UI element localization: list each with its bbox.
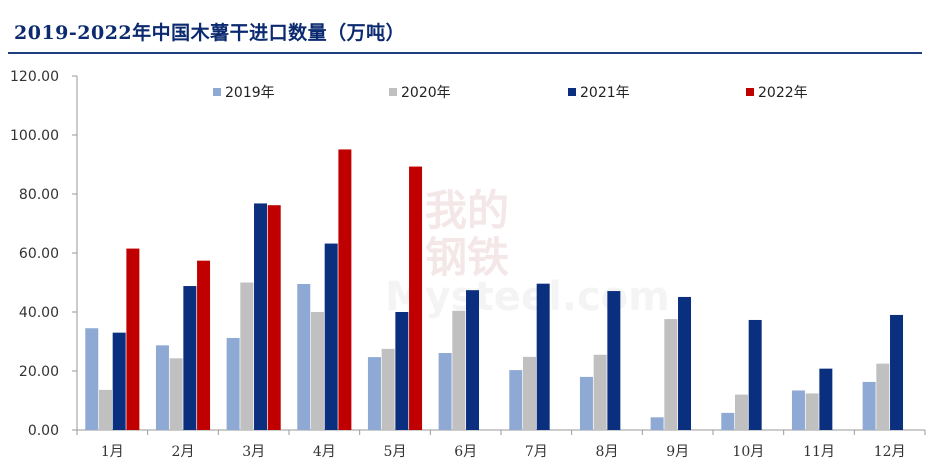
x-tick-label: 6月 <box>454 444 477 460</box>
bar-2021年-9月 <box>678 296 692 430</box>
bar-2020年-4月 <box>310 312 324 430</box>
legend-swatch <box>746 88 754 96</box>
bar-2021年-11月 <box>819 368 833 430</box>
bar-2021年-5月 <box>395 312 409 430</box>
bar-2021年-12月 <box>890 314 904 430</box>
bar-2022年-4月 <box>338 149 352 430</box>
bar-2019年-4月 <box>297 283 311 430</box>
y-tick-label: 40.00 <box>19 305 59 321</box>
bar-2020年-5月 <box>381 348 395 431</box>
y-axis: 0.00 20.00 40.00 60.00 80.00 100.00 120.00 <box>10 69 78 439</box>
bar-2020年-12月 <box>876 363 890 431</box>
bar-2021年-8月 <box>607 291 621 430</box>
chart-title: 2019-2022年中国木薯干进口数量（万吨） <box>14 22 406 44</box>
bar-2019年-3月 <box>226 337 240 430</box>
bar-2019年-9月 <box>650 417 664 430</box>
y-tick-label: 80.00 <box>19 187 59 203</box>
bar-2019年-6月 <box>438 353 452 430</box>
bar-2020年-6月 <box>452 310 466 430</box>
watermark-text-bottom: 钢铁 <box>425 233 509 282</box>
watermark-text-top: 我的 <box>425 186 509 235</box>
legend-label: 2019年 <box>225 85 275 101</box>
legend-label: 2022年 <box>758 85 808 101</box>
bar-2021年-10月 <box>748 319 762 430</box>
y-tick-label: 20.00 <box>19 364 59 380</box>
x-tick-label: 11月 <box>803 444 835 460</box>
bar-2020年-10月 <box>734 394 748 430</box>
bar-2020年-9月 <box>664 319 678 430</box>
watermark-text-en: Mysteel.com <box>385 274 670 320</box>
bar-2019年-7月 <box>509 370 523 430</box>
legend-swatch <box>568 88 576 96</box>
bar-2020年-3月 <box>240 282 254 430</box>
x-tick-label: 8月 <box>596 444 619 460</box>
bar-2019年-10月 <box>721 412 735 430</box>
title-divider <box>8 52 922 54</box>
bar-2021年-4月 <box>324 243 338 430</box>
bar-2021年-3月 <box>254 203 268 430</box>
bar-2022年-5月 <box>409 166 423 430</box>
bar-2019年-12月 <box>862 381 876 430</box>
bar-2020年-1月 <box>98 389 112 430</box>
x-tick-label: 4月 <box>313 444 336 460</box>
x-tick-label: 9月 <box>666 444 689 460</box>
x-tick-label: 1月 <box>101 444 124 460</box>
x-tick-label: 5月 <box>384 444 407 460</box>
bar-2022年-1月 <box>126 248 140 430</box>
bars <box>85 149 904 431</box>
y-tick-label: 0.00 <box>28 423 59 439</box>
bar-2022年-3月 <box>267 205 281 430</box>
y-tick-label: 120.00 <box>10 69 59 85</box>
legend-swatch <box>213 88 221 96</box>
bar-2021年-6月 <box>466 290 480 430</box>
legend-label: 2020年 <box>401 85 451 101</box>
legend-swatch <box>389 88 397 96</box>
bar-2021年-2月 <box>183 286 197 430</box>
bar-2020年-8月 <box>593 354 607 430</box>
x-tick-label: 3月 <box>242 444 265 460</box>
x-tick-label: 12月 <box>874 444 906 460</box>
bar-2019年-11月 <box>791 390 805 430</box>
bar-2019年-2月 <box>155 345 169 430</box>
bar-2019年-1月 <box>85 328 99 430</box>
bar-2020年-11月 <box>805 393 819 430</box>
legend: 2019年 2020年 2021年 2022年 <box>213 85 808 101</box>
bar-2021年-7月 <box>536 283 550 430</box>
bar-2022年-2月 <box>197 260 211 430</box>
x-axis: 1月 2月 3月 4月 5月 6月 7月 8月 9月 10月 11月 12月 <box>76 429 926 460</box>
y-tick-label: 100.00 <box>10 128 59 144</box>
bar-2019年-5月 <box>367 357 381 430</box>
y-tick-label: 60.00 <box>19 246 59 262</box>
x-tick-label: 2月 <box>172 444 195 460</box>
x-tick-label: 7月 <box>525 444 548 460</box>
bar-2021年-1月 <box>112 332 126 430</box>
x-tick-label: 10月 <box>732 444 764 460</box>
bar-2020年-7月 <box>522 356 536 430</box>
bar-2020年-2月 <box>169 358 183 430</box>
bar-2019年-8月 <box>579 376 593 430</box>
legend-label: 2021年 <box>580 85 630 101</box>
